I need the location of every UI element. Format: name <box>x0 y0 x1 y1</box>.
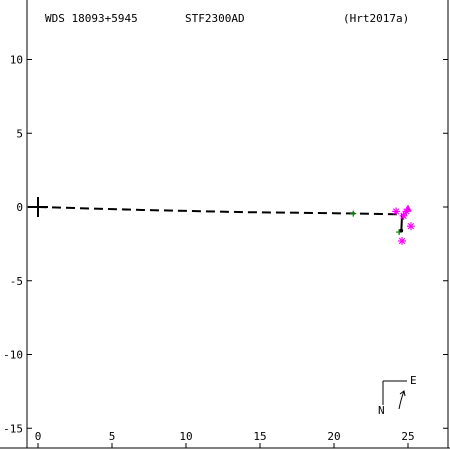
compass-indicator: E N <box>378 374 417 417</box>
compass-north-label: N <box>378 404 385 417</box>
x-tick-label: 0 <box>35 430 42 443</box>
x-tick-label: 20 <box>327 430 340 443</box>
y-tick-label: 0 <box>16 201 23 214</box>
x-tick-label: 15 <box>253 430 266 443</box>
header-reference: (Hrt2017a) <box>343 12 409 25</box>
plus-marker <box>350 210 357 217</box>
orbit-direction-arrowhead <box>399 390 406 397</box>
x-tick-label: 5 <box>109 430 116 443</box>
y-tick-label: -10 <box>3 349 23 362</box>
x-axis-ticks: 0 5 10 15 20 25 <box>35 430 415 448</box>
x-tick-label: 10 <box>179 430 192 443</box>
compass-east-label: E <box>410 374 417 387</box>
y-axis-ticks: 10 5 0 -5 -10 -15 <box>3 54 448 435</box>
y-tick-label: -15 <box>3 422 23 435</box>
asterisk-marker <box>392 207 401 216</box>
triangle-marker <box>404 204 412 212</box>
plot-area <box>28 197 415 245</box>
y-tick-label: 5 <box>16 127 23 140</box>
x-tick-label: 25 <box>401 430 414 443</box>
header-star-id: WDS 18093+5945 <box>45 12 138 25</box>
header-pair-name: STF2300AD <box>185 12 245 25</box>
asterisk-marker <box>399 211 408 220</box>
asterisk-marker <box>398 236 407 245</box>
orbit-direction-arrow <box>398 390 405 410</box>
dot-marker <box>399 228 404 233</box>
y-tick-label: -5 <box>10 275 23 288</box>
y-tick-label: 10 <box>10 54 23 67</box>
asterisk-marker <box>406 222 415 231</box>
